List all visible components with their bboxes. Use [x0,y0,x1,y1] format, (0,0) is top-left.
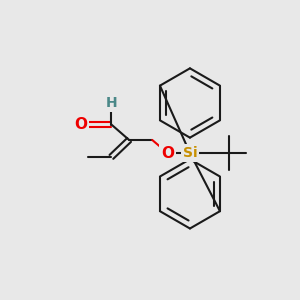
Text: O: O [74,117,87,132]
Text: O: O [161,146,174,160]
Text: H: H [106,96,117,110]
Text: Si: Si [183,146,197,160]
